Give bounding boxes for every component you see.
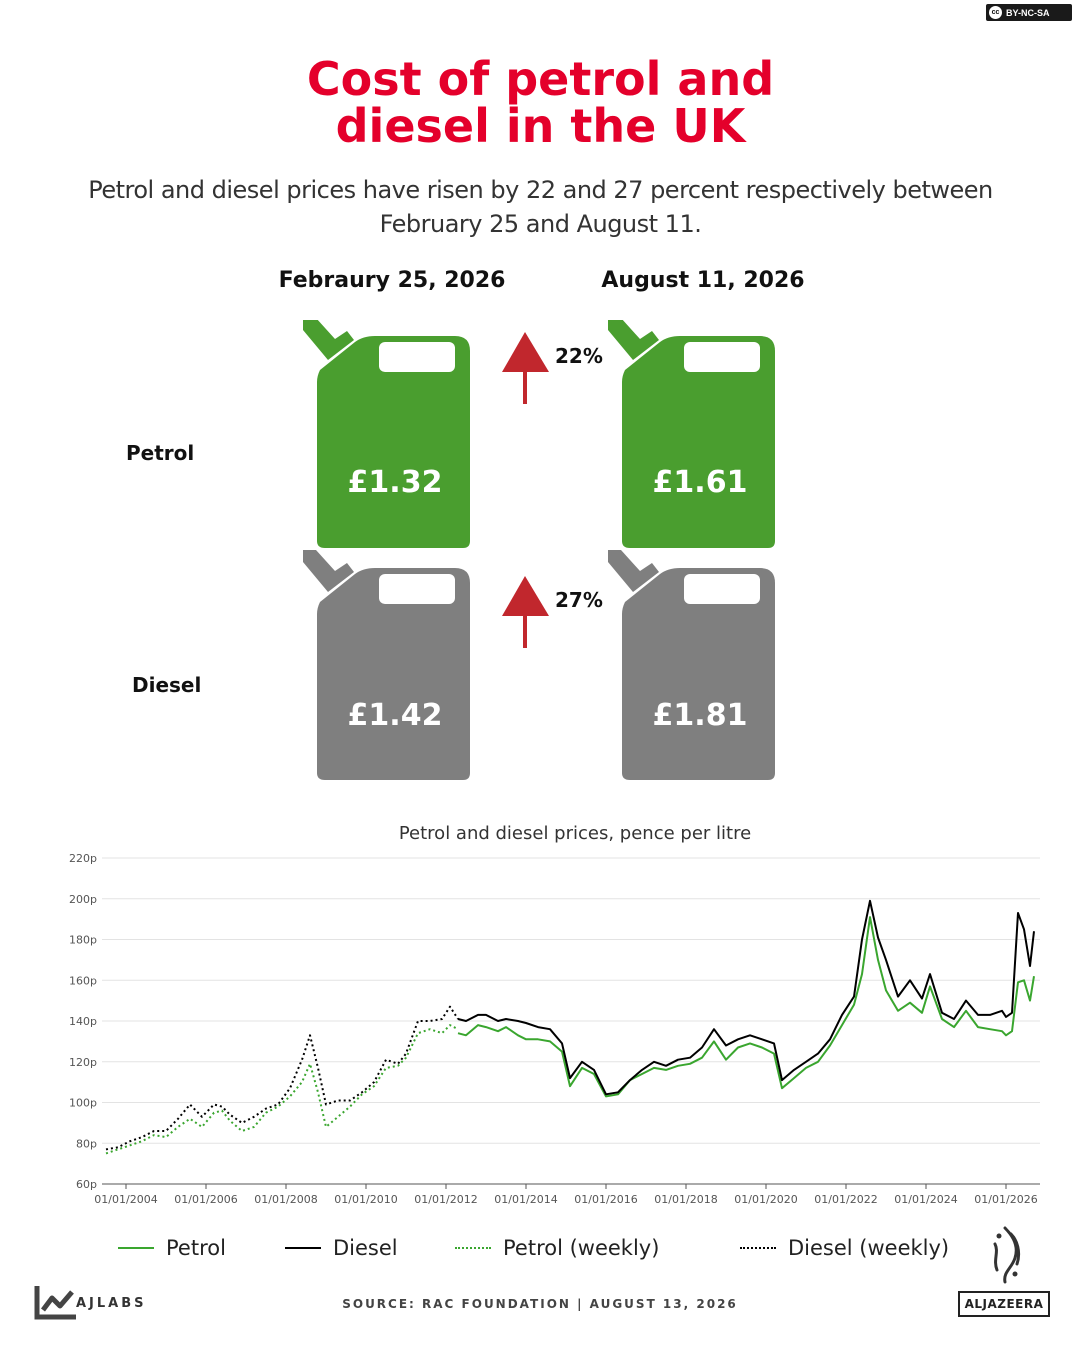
diesel-increase-arrow-icon [502, 576, 549, 648]
diesel-price-before: £1.42 [348, 698, 443, 733]
page-title: Cost of petrol and diesel in the UK [306, 52, 775, 153]
can-handle-opening [684, 574, 760, 604]
legend-label-petrol: Petrol [166, 1236, 226, 1260]
legend-swatch-diesel-weekly [740, 1247, 776, 1249]
petrol-price-before: £1.32 [348, 465, 443, 500]
legend-item-petrol: Petrol [118, 1236, 226, 1260]
diesel-price-after: £1.81 [653, 698, 748, 733]
legend-item-petrol-weekly: Petrol (weekly) [455, 1236, 659, 1260]
legend-label-diesel-weekly: Diesel (weekly) [788, 1236, 950, 1260]
petrol-increase-arrow-icon [502, 332, 549, 404]
y-tick-label: 100p [69, 1097, 97, 1110]
row-label-diesel: Diesel [132, 673, 202, 697]
chart-title: Petrol and diesel prices, pence per litr… [398, 823, 752, 844]
date-before-heading: Febraury 25, 2026 [278, 268, 506, 293]
x-tick-label: 01/01/2008 [254, 1193, 317, 1206]
can-handle-opening [379, 342, 455, 372]
x-tick-label: 01/01/2018 [654, 1193, 717, 1206]
x-tick-label: 01/01/2024 [894, 1193, 957, 1206]
x-tick-label: 01/01/2004 [94, 1193, 157, 1206]
legend-swatch-petrol-weekly [455, 1247, 491, 1249]
price-line-chart: 60p 80p 100p 120p 140p 160p 180p 200p 220p 01/01/… [69, 852, 1040, 1206]
series-line-petrol-weekly [105, 1024, 459, 1155]
ajlabs-logo-icon [34, 1286, 76, 1320]
x-tick-label: 01/01/2020 [734, 1193, 797, 1206]
legend-item-diesel: Diesel [285, 1236, 398, 1260]
x-tick-label: 01/01/2022 [814, 1193, 877, 1206]
legend-label-petrol-weekly: Petrol (weekly) [503, 1236, 660, 1260]
source-line: SOURCE: RAC FOUNDATION | AUGUST 13, 2026 [342, 1297, 738, 1311]
diesel-change-label: 27% [555, 588, 603, 612]
x-tick-label: 01/01/2026 [974, 1193, 1037, 1206]
series-line-diesel-weekly [105, 1005, 459, 1151]
y-tick-label: 180p [69, 934, 97, 947]
chart-legend: Petrol Diesel Petrol (weekly) Diesel (we… [0, 1236, 1081, 1266]
aljazeera-calligraphy-logo-icon [993, 1226, 1021, 1284]
y-tick-label: 120p [69, 1056, 97, 1069]
x-tick-label: 01/01/2006 [174, 1193, 237, 1206]
diesel-can-after: £1.81 [608, 550, 775, 780]
ajlabs-label: AJLABS [76, 1296, 147, 1311]
x-tick-label: 01/01/2010 [334, 1193, 397, 1206]
y-tick-label: 80p [76, 1137, 97, 1150]
petrol-can-after: £1.61 [608, 320, 775, 548]
petrol-price-after: £1.61 [653, 465, 748, 500]
y-tick-label: 220p [69, 852, 97, 865]
x-tick-label: 01/01/2012 [414, 1193, 477, 1206]
cc-icon: cc [989, 6, 1002, 19]
row-label-petrol: Petrol [126, 441, 195, 465]
date-after-heading: August 11, 2026 [601, 268, 805, 293]
legend-label-diesel: Diesel [333, 1236, 398, 1260]
petrol-can-before: £1.32 [303, 320, 470, 548]
x-tick-label: 01/01/2016 [574, 1193, 637, 1206]
y-tick-label: 160p [69, 974, 97, 987]
can-handle-opening [684, 342, 760, 372]
can-handle-opening [379, 574, 455, 604]
legend-swatch-diesel [285, 1247, 321, 1249]
page-subtitle: Petrol and diesel prices have risen by 2… [88, 176, 993, 238]
diesel-can-before: £1.42 [303, 550, 470, 780]
series-line-diesel [457, 899, 1035, 1096]
x-tick-label: 01/01/2014 [494, 1193, 557, 1206]
y-tick-label: 140p [69, 1015, 97, 1028]
legend-swatch-petrol [118, 1247, 154, 1249]
legend-item-diesel-weekly: Diesel (weekly) [740, 1236, 949, 1260]
series-line-petrol [457, 916, 1035, 1098]
aljazeera-wordmark: ALJAZEERA [958, 1291, 1050, 1317]
petrol-change-label: 22% [555, 344, 603, 368]
fuel-cans-graphic: £1.32 £1.61 £1.42 £1.81 [303, 320, 775, 780]
y-tick-label: 60p [76, 1178, 97, 1191]
license-text: BY-NC-SA [1006, 7, 1050, 18]
y-tick-label: 200p [69, 893, 97, 906]
license-badge: cc BY-NC-SA [986, 4, 1072, 21]
